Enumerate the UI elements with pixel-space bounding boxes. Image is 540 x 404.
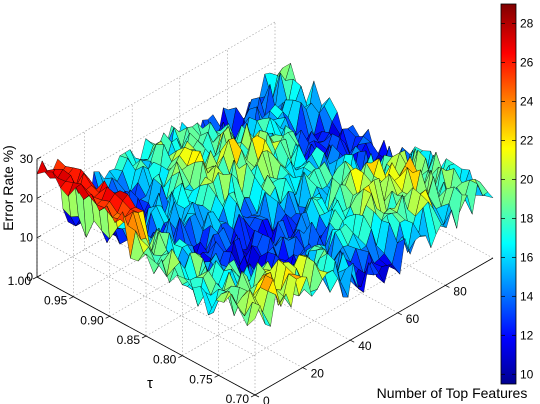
colorbar-tick-label: 10 [520,367,534,381]
colorbar-tick-label: 16 [520,250,534,264]
x-tick [445,285,450,288]
colorbar-ticks: 10 12 14 16 18 20 22 24 26 28 [501,16,534,381]
tau-tick [178,355,183,358]
tau-tick-label: 0.75 [189,372,213,386]
colorbar-tick-label: 14 [520,289,534,303]
colorbar-tick-label: 22 [520,133,534,147]
tau-tick [141,335,147,339]
colorbar-tick-label: 18 [520,211,534,225]
tau-tick-labels: 1.00 0.95 0.90 0.85 0.80 0.75 0.70 [8,274,256,404]
z-tick-label: 10 [20,231,34,245]
colorbar-tick-label: 20 [520,172,534,186]
error-surface [36,62,494,327]
colorbar [500,3,517,385]
grid-line [84,249,303,368]
tau-tick [69,296,74,299]
surface-patch [246,301,261,327]
z-tick [36,274,42,278]
grid-line [218,238,457,376]
x-axis-label: Number of Top Features [377,385,528,401]
tau-tick-label: 0.80 [153,353,177,367]
x-tick [350,339,355,343]
x-tick-label: 80 [453,284,467,298]
z-tick [36,156,42,160]
colorbar-tick-label: 12 [520,328,534,342]
x-tick-label: 0 [263,394,270,404]
tau-tick [214,375,219,378]
tau-tick [250,394,256,398]
x-axis-line [254,257,494,396]
x-tick-label: 60 [406,312,420,326]
grid-line [36,21,276,160]
z-tick-label: 30 [20,152,34,166]
colorbar-tick-label: 26 [520,55,534,69]
tau-tick-label: 0.90 [80,313,104,327]
x-tick [254,394,260,398]
colorbar-tick-label: 24 [520,94,534,108]
tau-tick [105,316,110,319]
x-tick-label: 40 [358,339,372,353]
tau-axis-label: τ [147,375,153,392]
colorbar-tick-label: 28 [520,16,534,30]
tau-tick-label: 0.85 [117,333,141,347]
z-tick-label: 20 [20,191,34,205]
tau-tick [32,276,38,280]
tau-tick-label: 0.70 [226,392,250,404]
z-axis-label: Error Rate %) [0,145,16,231]
z-tick [36,235,42,238]
tau-tick-label: 1.00 [8,274,32,288]
x-tick-label: 20 [311,367,325,381]
tau-tick-label: 0.95 [44,294,68,308]
x-tick [397,312,402,316]
x-tick [302,367,307,370]
z-tick-labels: 0 10 20 30 [20,152,42,284]
z-tick-label: 0 [26,270,33,284]
x-tick-labels: 0 20 40 60 80 [254,284,467,404]
z-tick [36,196,42,199]
